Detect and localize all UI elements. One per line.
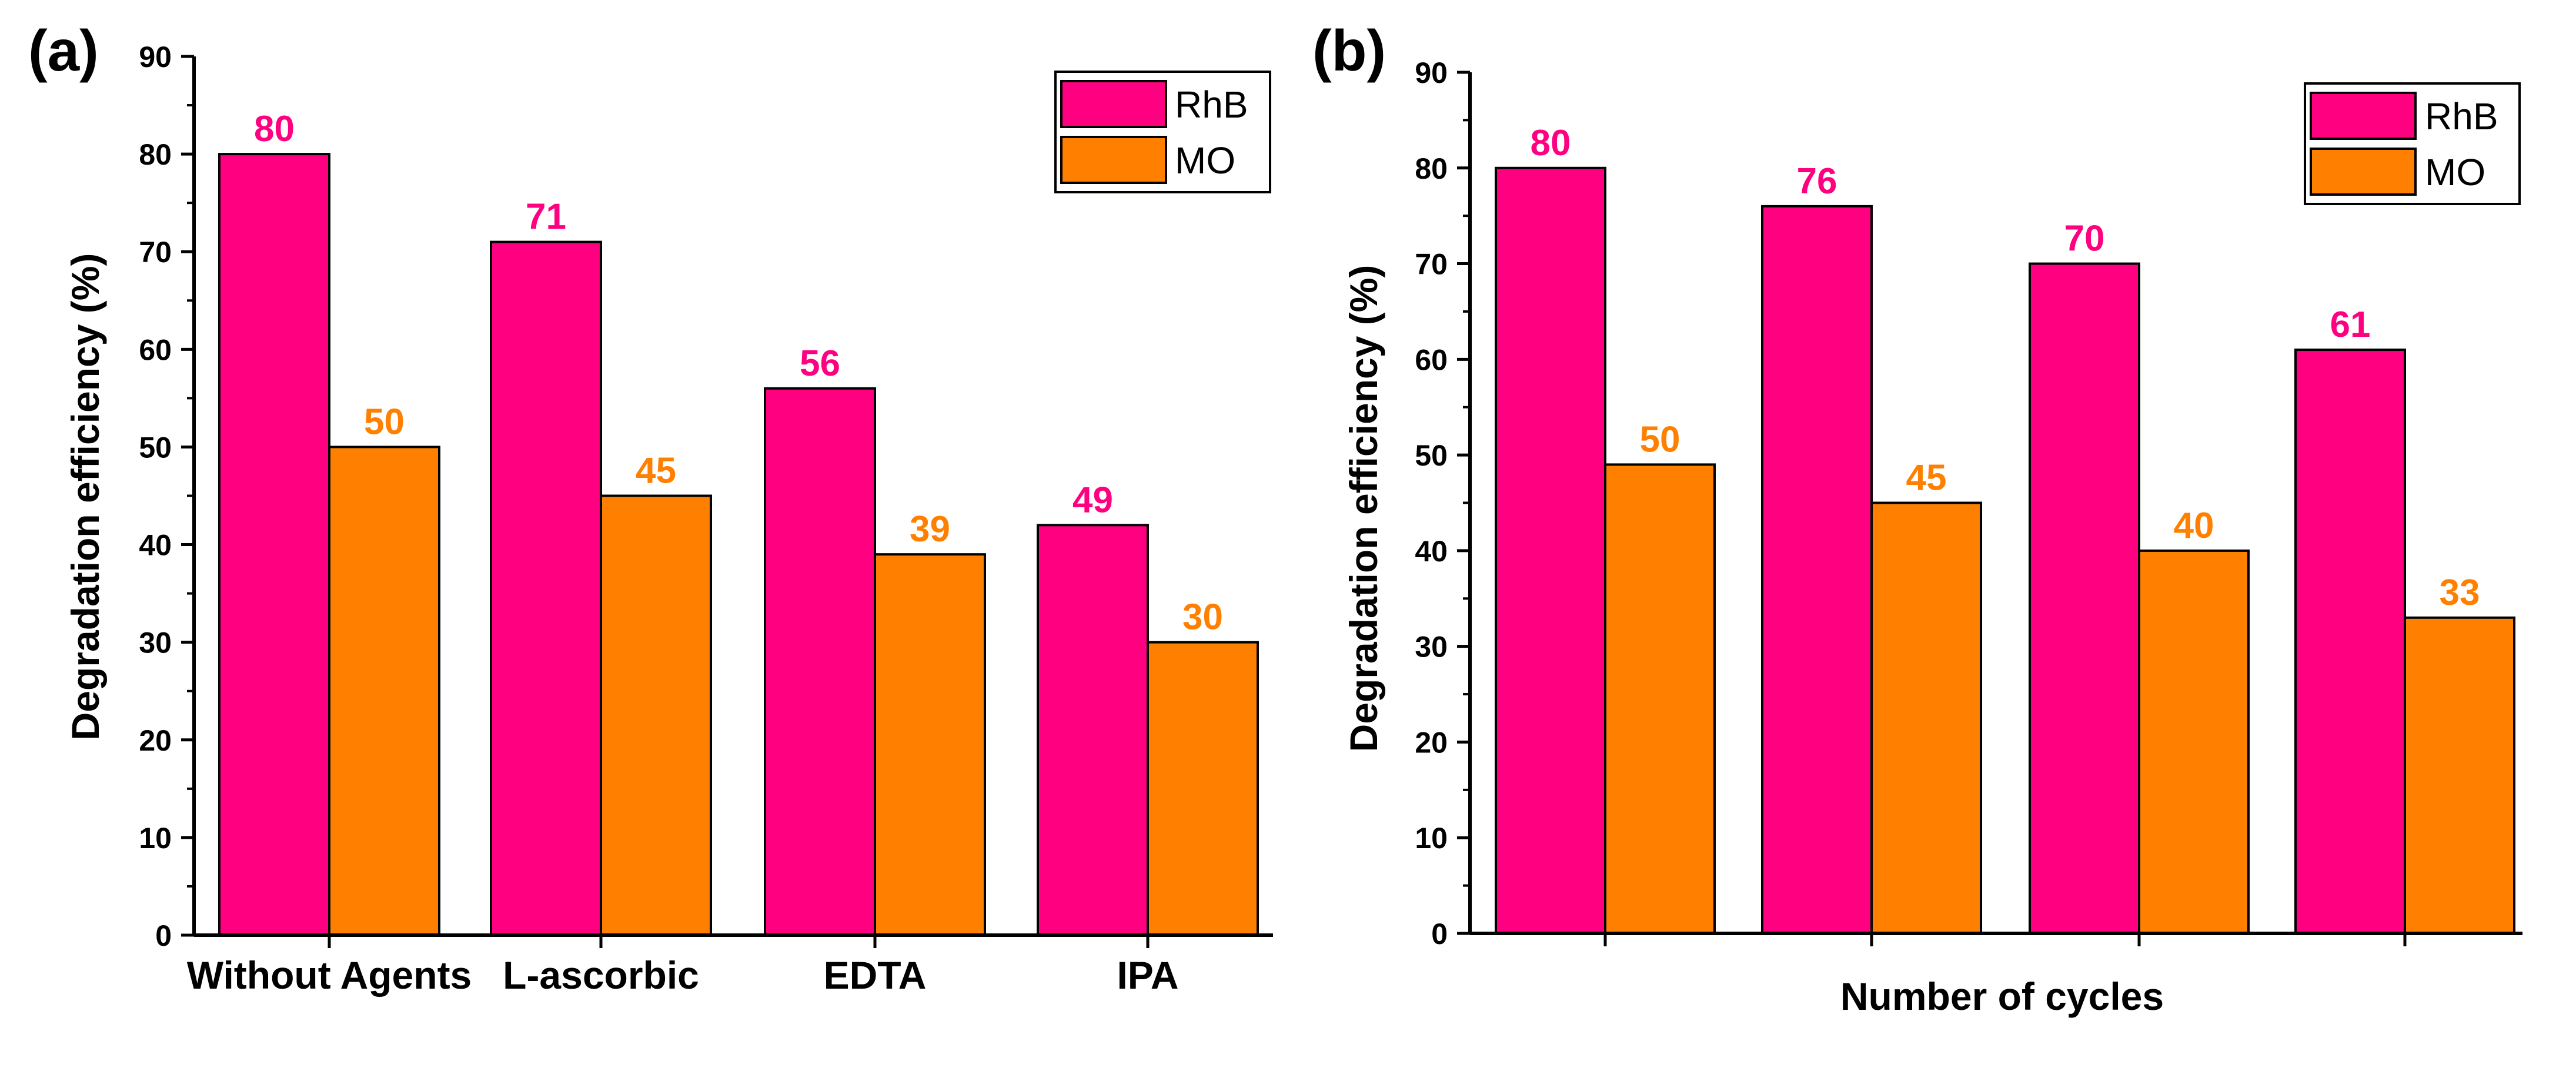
panel-a-y-ticks: 0 10 20 30 40 50 60 70 80 90 [139,41,1150,952]
panel-a-data-label-rhb-1: 80 [254,109,295,149]
panel-b-y-tick-label-40: 40 [1415,535,1448,568]
panel-a-category-labels: Without Agents L-ascorbic EDTA IPA [187,953,1179,997]
panel-b-data-label-rhb-1: 80 [1531,123,1571,163]
panel-b-legend-label-rhb: RhB [2425,95,2498,138]
panel-b-legend: RhB MO [2304,82,2521,205]
panel-b-y-tick-label-0: 0 [1431,918,1448,950]
panel-a-category-label-1: Without Agents [187,953,472,997]
panel-a-data-labels: 80 50 71 45 56 39 49 30 [254,109,1223,638]
panel-a-y-tick-label-60: 60 [139,333,172,366]
panel-b-data-label-mo-3: 40 [2174,505,2214,546]
panel-b-legend-label-mo: MO [2425,151,2485,193]
panel-b-bar-rhb-1 [1495,166,1606,935]
panel-a-legend-swatch-rhb [1060,80,1167,128]
panel-b-bar-mo-1 [1604,463,1716,935]
panel-a-bar-mo-4 [1147,641,1259,936]
panel-a-legend-label-rhb: RhB [1175,83,1248,126]
panel-b-data-label-mo-4: 33 [2440,572,2480,613]
panel-a-data-label-rhb-3: 56 [800,343,840,384]
panel-b-y-tick-label-10: 10 [1415,822,1448,855]
panel-b-bar-rhb-3 [2029,262,2140,935]
panel-b-y-tick-label-90: 90 [1415,56,1448,89]
panel-a-legend-swatch-mo [1060,136,1167,184]
panel-a-legend: RhB MO [1054,71,1271,193]
panel-b-legend-swatch-mo [2310,148,2417,196]
panel-b-data-label-mo-2: 45 [1906,458,1947,498]
panel-b-bar-mo-2 [1870,501,1982,935]
panel-b-y-tick-label-80: 80 [1415,152,1448,185]
panel-b-y-tick-label-20: 20 [1415,726,1448,759]
panel-a-bar-mo-1 [328,446,440,936]
panel-a-legend-label-mo: MO [1175,139,1235,182]
panel-a-y-tick-label-90: 90 [139,41,172,73]
panel-a-y-tick-label-50: 50 [139,431,172,464]
panel-a-bar-rhb-4 [1037,524,1149,936]
panel-a-y-tick-label-80: 80 [139,138,172,171]
panel-a-y-tick-label-10: 10 [139,822,172,855]
panel-b-y-tick-label-70: 70 [1415,248,1448,281]
panel-a-bar-rhb-2 [490,240,602,937]
panel-b-y-tick-label-50: 50 [1415,439,1448,472]
panel-b-y-tick-label-30: 30 [1415,631,1448,664]
panel-b-legend-swatch-rhb [2310,92,2417,140]
panel-a-data-label-rhb-4: 49 [1073,480,1113,520]
panel-a-bar-mo-2 [600,494,712,936]
panel-a-y-tick-label-30: 30 [139,627,172,659]
panel-b-bar-rhb-4 [2294,349,2406,935]
panel-b-data-labels: 80 50 76 45 70 40 61 33 [1531,123,2480,613]
panel-a-bar-mo-3 [874,553,986,936]
panel-a-y-tick-label-0: 0 [155,919,172,952]
panel-a: (a) Degradation efficiency (%) 80 50 71 45 5… [28,18,1273,997]
panel-b: (b) Degradation efficiency (%) Number of… [1312,18,2522,1018]
panel-a-data-label-mo-1: 50 [364,401,405,442]
panel-a-data-label-mo-3: 39 [910,509,950,550]
panel-a-bars [218,153,1259,937]
panel-b-bars [1495,166,2515,935]
panel-a-bar-rhb-3 [764,387,876,936]
panel-a-y-tick-label-20: 20 [139,724,172,757]
panel-b-data-label-rhb-4: 61 [2330,304,2371,345]
panel-a-y-tick-label-70: 70 [139,236,172,269]
panel-a-data-label-rhb-2: 71 [526,197,566,237]
panel-a-y-axis-title: Degradation efficiency (%) [64,253,107,741]
panel-b-data-label-rhb-2: 76 [1797,161,1837,202]
panel-b-y-tick-label-60: 60 [1415,343,1448,376]
panel-a-label: (a) [28,18,99,83]
panel-a-y-tick-label-40: 40 [139,529,172,562]
panel-b-y-axis-title: Degradation efficiency (%) [1342,265,1385,752]
panel-a-category-label-4: IPA [1117,953,1178,997]
panel-a-data-label-mo-2: 45 [636,451,676,491]
panel-b-data-label-mo-1: 50 [1640,419,1680,460]
panel-b-x-axis-title: Number of cycles [1840,975,2164,1018]
panel-b-bar-mo-3 [2138,549,2250,935]
panel-a-bar-rhb-1 [218,153,330,937]
panel-b-data-label-rhb-3: 70 [2064,219,2105,259]
panel-b-bar-rhb-2 [1761,205,1873,935]
panel-a-category-label-2: L-ascorbic [503,953,699,997]
panel-b-bar-mo-4 [2404,616,2515,935]
panel-b-label: (b) [1312,18,1386,83]
panel-a-data-label-mo-4: 30 [1182,597,1223,638]
panel-a-category-label-3: EDTA [824,953,927,997]
panel-b-y-ticks: 0 10 20 30 40 50 60 70 80 90 [1415,56,2407,950]
